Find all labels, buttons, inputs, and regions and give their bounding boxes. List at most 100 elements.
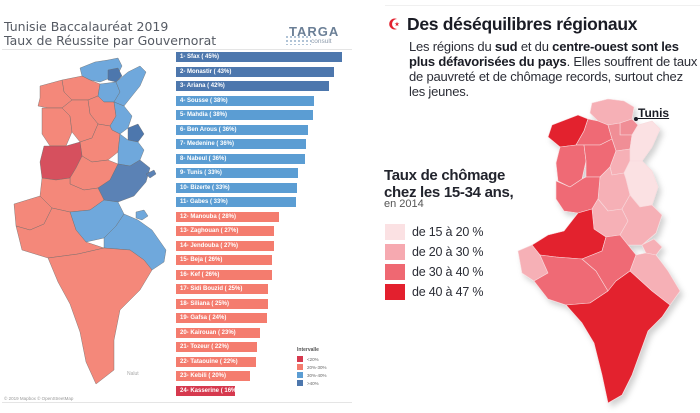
logo-main-text: TARGA <box>289 24 340 39</box>
bar-label: 12- Manouba ( 28%) <box>180 213 237 220</box>
tunisia-crescent-star-icon <box>389 18 400 30</box>
intro-text-1: Les régions du <box>409 39 495 54</box>
map-region-nabeul <box>113 65 147 107</box>
legend-entry: <20% <box>297 355 327 363</box>
legend-title: Intervalle <box>297 347 319 353</box>
bar-label: 8- Nabeul ( 36%) <box>180 155 227 162</box>
bac-success-panel: Tunisie Baccalauréat 2019 Taux de Réussi… <box>2 19 352 403</box>
headline: Des déséquilibres régionaux <box>407 14 638 34</box>
bar-20: 20- Kairouan ( 23%) <box>176 327 261 338</box>
bar-13: 13- Zaghouan ( 27%) <box>176 226 274 236</box>
legend-swatch <box>385 264 405 280</box>
bar-label: 20- Kairouan ( 23%) <box>180 329 236 336</box>
bar-9: 9- Tunis ( 33%) <box>176 168 298 178</box>
map-legend-title: Taux de chômage chez les 15-34 ans, <box>384 167 514 201</box>
header-divider <box>2 49 352 50</box>
bar-label: 3- Ariana ( 42%) <box>180 83 225 89</box>
bar-chart-legend: Intervalle <20% 20%-30% 30%-40% >40% <box>297 347 327 387</box>
tunis-city-marker <box>634 117 638 121</box>
chart-title: Tunisie Baccalauréat 2019 Taux de Réussi… <box>4 20 216 48</box>
bar-label: 4- Sousse ( 38%) <box>180 97 228 104</box>
bar-label: 7- Medenine ( 36%) <box>180 141 235 147</box>
legend-label: de 40 à 47 % <box>412 285 484 299</box>
legend-label: de 15 à 20 % <box>412 225 484 239</box>
bar-2: 2- Monastir ( 43%) <box>176 66 335 77</box>
bar-label: 13- Zaghouan ( 27%) <box>180 228 239 234</box>
bar-14: 14- Jendouba ( 27%) <box>176 240 274 251</box>
legend-swatch <box>385 224 405 240</box>
logo-dots-icon <box>285 35 311 45</box>
map-credit: © 2019 Mapbox © OpenStreetMap <box>4 396 74 401</box>
bar-15: 15- Beja ( 26%) <box>176 255 273 265</box>
bar-label: 19- Gafsa ( 24%) <box>180 315 227 321</box>
bar-label: 15- Beja ( 26%) <box>180 257 223 263</box>
legend-title-line-2: chez les 15-34 ans, <box>384 184 514 201</box>
legend-entry: de 30 à 40 % <box>385 262 483 282</box>
map-region-monastir <box>127 123 145 143</box>
bar-7: 7- Medenine ( 36%) <box>176 139 307 149</box>
legend-entry: de 20 à 30 % <box>385 242 483 262</box>
map-region-ariana <box>107 67 123 83</box>
map-place-label: Nalut <box>127 371 139 377</box>
legend-swatch <box>297 356 303 362</box>
legend-label: 30%-40% <box>307 372 327 378</box>
bar-18: 18- Siliana ( 25%) <box>176 298 269 309</box>
legend-label: de 30 à 40 % <box>412 265 484 279</box>
bar-label: 16- Kef ( 26%) <box>180 271 220 278</box>
legend-label: 20%-30% <box>307 364 327 370</box>
unemployment-map <box>517 98 681 404</box>
bar-label: 1- Sfax ( 45%) <box>180 54 220 60</box>
bar-3: 3- Ariana ( 42%) <box>176 81 330 91</box>
tunis-city-label: Tunis <box>638 106 670 120</box>
map-region-kebili <box>15 207 105 259</box>
bar-11: 11- Gabes ( 33%) <box>176 197 296 207</box>
unemployment-panel: Des déséquilibres régionaux Les régions … <box>352 0 700 413</box>
map-island-kerkennah <box>145 169 157 179</box>
bar-label: 9- Tunis ( 33%) <box>180 170 222 176</box>
intro-paragraph: Les régions du sud et du centre-ouest so… <box>409 39 699 99</box>
bar-22: 22- Tataouine ( 22%) <box>176 356 256 367</box>
legend-label: de 20 à 30 % <box>412 245 484 259</box>
bar-label: 11- Gabes ( 33%) <box>180 199 228 205</box>
map-region-tataouine <box>565 270 671 404</box>
bar-label: 10- Bizerte ( 33%) <box>180 184 230 191</box>
footer-divider <box>2 402 352 403</box>
legend-entry: 30%-40% <box>297 371 327 379</box>
legend-title-line-1: Taux de chômage <box>384 167 506 184</box>
intro-text-2: et du <box>517 39 553 54</box>
bar-10: 10- Bizerte ( 33%) <box>176 182 298 193</box>
targa-consult-logo: TARGA consult <box>285 22 345 48</box>
bar-label: 17- Sidi Bouzid ( 25%) <box>180 286 243 292</box>
map-region-tataouine <box>47 247 153 385</box>
ranking-bar-chart: 1- Sfax ( 45%) 2- Monastir ( 43%) 3- Arian… <box>176 52 342 396</box>
intro-bold-2: centre-ouest sont les plus défavorisées … <box>409 39 679 69</box>
legend-entry: de 15 à 20 % <box>385 222 483 242</box>
bar-17: 17- Sidi Bouzid ( 25%) <box>176 284 269 294</box>
bar-label: 21- Tozeur ( 22%) <box>180 344 229 350</box>
legend-swatch <box>297 372 303 378</box>
map-island-djerba <box>641 238 663 256</box>
legend-label: <20% <box>307 356 319 362</box>
top-divider <box>385 5 700 6</box>
bar-24: 24- Kasserine ( 16%) <box>176 385 238 396</box>
bar-label: 5- Mahdia ( 38%) <box>180 112 228 118</box>
bar-5: 5- Mahdia ( 38%) <box>176 110 314 120</box>
legend-swatch <box>385 244 405 260</box>
bac-success-map <box>13 57 167 385</box>
bar-label: 22- Tataouine ( 22%) <box>180 358 238 365</box>
legend-entry: de 40 à 47 % <box>385 282 483 302</box>
bar-12: 12- Manouba ( 28%) <box>176 211 279 222</box>
intro-text-3: . Elles souffrent de taux de pauvreté et… <box>409 54 698 99</box>
unemployment-legend: de 15 à 20 % de 20 à 30 % de 30 à 40 % de 4… <box>385 222 483 302</box>
bar-19: 19- Gafsa ( 24%) <box>176 313 267 323</box>
map-island-djerba <box>135 209 149 221</box>
legend-entry: >40% <box>297 379 327 387</box>
bar-23: 23- Kebili ( 20%) <box>176 371 251 381</box>
bar-label: 2- Monastir ( 43%) <box>180 68 232 75</box>
bar-1: 1- Sfax ( 45%) <box>176 52 342 62</box>
legend-swatch <box>297 364 303 370</box>
bar-label: 18- Siliana ( 25%) <box>180 300 230 307</box>
legend-swatch <box>297 380 303 386</box>
bar-16: 16- Kef ( 26%) <box>176 269 272 280</box>
title-line-2: Taux de Réussite par Gouvernorat <box>4 33 217 48</box>
